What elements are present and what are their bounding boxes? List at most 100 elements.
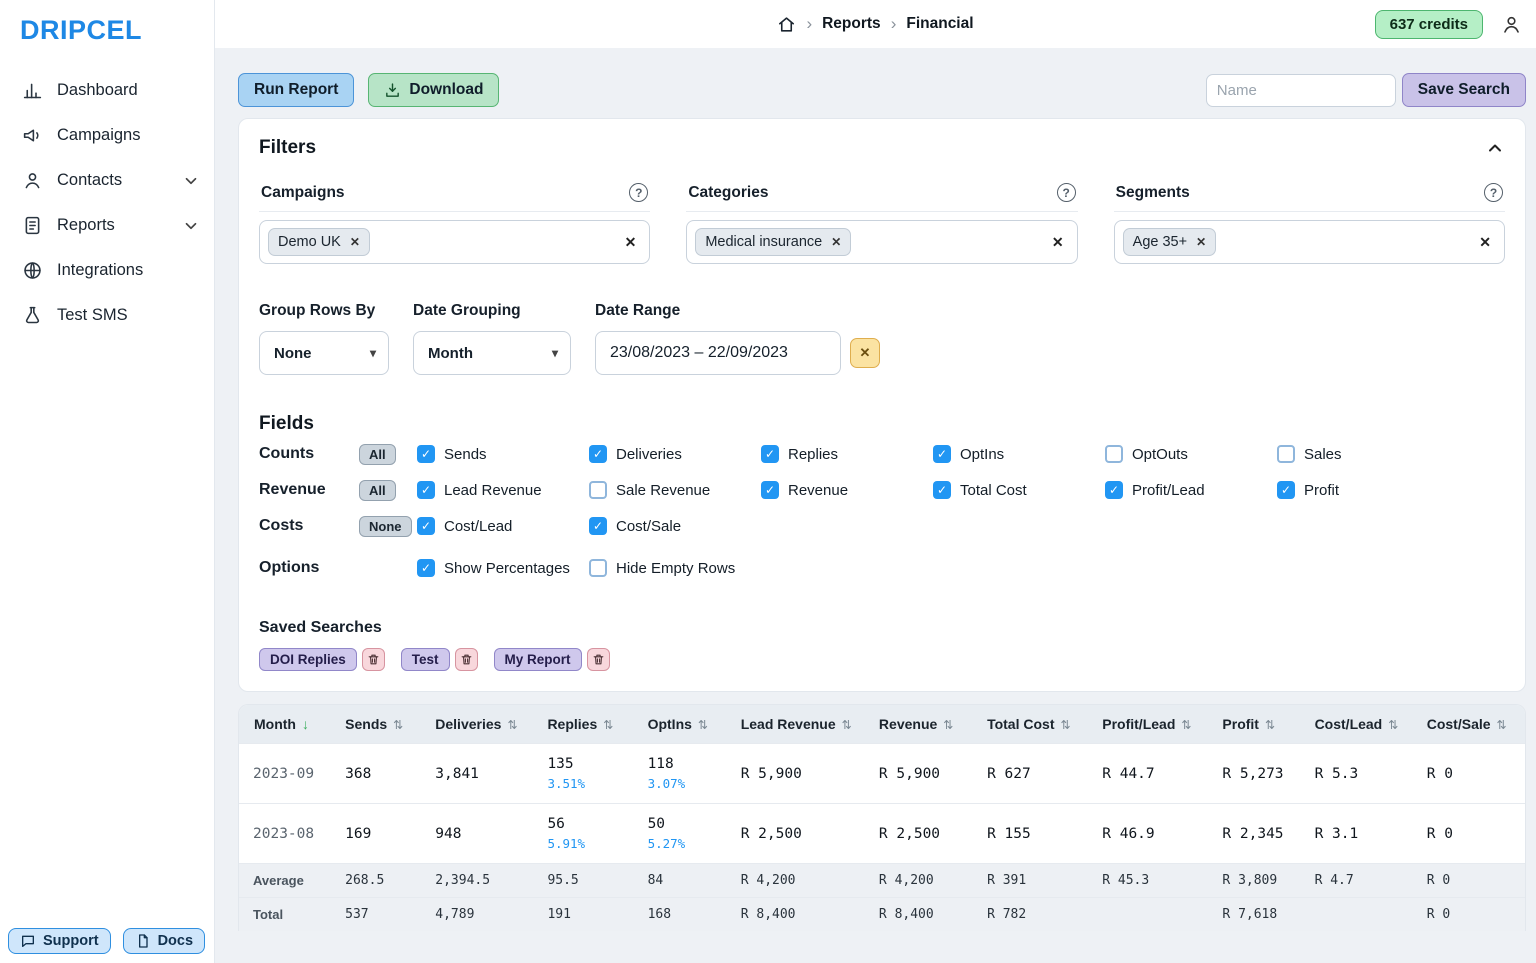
sidebar-item-label: Test SMS — [57, 306, 128, 324]
docs-button[interactable]: Docs — [122, 928, 206, 954]
checkbox-checked-icon: ✓ — [1105, 481, 1123, 499]
saved-search-my-report[interactable]: My Report — [493, 648, 582, 671]
clear-campaigns-icon[interactable]: ✕ — [624, 233, 637, 250]
sidebar-item-contacts[interactable]: Contacts — [0, 158, 214, 203]
column-header-optins[interactable]: OptIns ⇅ — [633, 705, 727, 744]
saved-search-doi-replies[interactable]: DOI Replies — [259, 648, 357, 671]
sidebar-item-reports[interactable]: Reports — [0, 203, 214, 248]
column-header-lead-revenue[interactable]: Lead Revenue ⇅ — [726, 705, 865, 744]
checkbox-lead-revenue[interactable]: ✓ Lead Revenue — [417, 481, 589, 499]
chevron-down-icon: ▾ — [551, 346, 558, 360]
group-rows-by-select[interactable]: None ▾ — [259, 331, 389, 375]
date-grouping-select[interactable]: Month ▾ — [413, 331, 571, 375]
sidebar: DRIPCEL Dashboard Campaigns Contacts Rep… — [0, 0, 215, 963]
categories-label: Categories — [688, 183, 769, 201]
categories-select[interactable]: Medical insurance ✕ ✕ — [686, 220, 1078, 264]
breadcrumb: › Reports › Financial — [777, 14, 974, 34]
column-header-profit-lead[interactable]: Profit/Lead ⇅ — [1088, 705, 1209, 744]
cell-month: 2023-08 — [239, 803, 332, 864]
checkbox-sends[interactable]: ✓ Sends — [417, 445, 589, 463]
checkbox-deliveries[interactable]: ✓ Deliveries — [589, 445, 761, 463]
column-header-deliveries[interactable]: Deliveries ⇅ — [421, 705, 534, 744]
checkbox-checked-icon: ✓ — [761, 481, 779, 499]
chip-remove-icon[interactable]: ✕ — [1196, 235, 1207, 249]
collapse-chevron-up-icon[interactable] — [1485, 138, 1505, 158]
filter-chip-medical-insurance[interactable]: Medical insurance ✕ — [695, 228, 852, 256]
topbar: › Reports › Financial 637 credits — [215, 0, 1536, 48]
campaigns-select[interactable]: Demo UK ✕ ✕ — [259, 220, 651, 264]
checkbox-replies[interactable]: ✓ Replies — [761, 445, 933, 463]
table-row-2023-08: 2023-08 169 948 56 5.91% 50 5.27% R 2,500 … — [239, 803, 1525, 864]
saved-searches-title: Saved Searches — [259, 619, 382, 636]
chip-remove-icon[interactable]: ✕ — [349, 235, 360, 249]
checkbox-hide-empty-rows[interactable]: Hide Empty Rows — [589, 559, 761, 577]
delete-saved-search-button[interactable] — [454, 648, 478, 671]
revenue-all-button[interactable]: All — [359, 479, 396, 501]
checkbox-optouts[interactable]: OptOuts — [1105, 445, 1277, 463]
file-icon — [138, 934, 148, 948]
column-header-profit[interactable]: Profit ⇅ — [1208, 705, 1301, 744]
filter-chip-demo-uk[interactable]: Demo UK ✕ — [268, 228, 370, 256]
column-header-total-cost[interactable]: Total Cost ⇅ — [973, 705, 1089, 744]
cell-total-cost: R 782 — [973, 897, 1089, 931]
download-button[interactable]: Download — [368, 73, 500, 107]
help-icon[interactable]: ? — [1056, 183, 1076, 202]
delete-saved-search-button[interactable] — [586, 648, 610, 671]
column-header-sends[interactable]: Sends ⇅ — [331, 705, 422, 744]
column-header-revenue[interactable]: Revenue ⇅ — [864, 705, 974, 744]
checkbox-checked-icon: ✓ — [417, 481, 435, 499]
clear-date-range-button[interactable]: ✕ — [850, 338, 880, 368]
checkbox-unchecked-icon — [1105, 445, 1123, 463]
checkbox-checked-icon: ✓ — [933, 445, 951, 463]
column-header-cost-sale[interactable]: Cost/Sale ⇅ — [1412, 705, 1525, 744]
column-header-month[interactable]: Month ↓ — [239, 705, 332, 744]
campaigns-label: Campaigns — [261, 183, 345, 201]
sort-desc-icon: ↓ — [301, 716, 309, 732]
checkbox-show-percentages[interactable]: ✓ Show Percentages — [417, 559, 589, 577]
checkbox-cost-sale[interactable]: ✓ Cost/Sale — [589, 517, 761, 535]
sidebar-item-campaigns[interactable]: Campaigns — [0, 113, 214, 158]
support-button[interactable]: Support — [8, 928, 111, 954]
sidebar-item-integrations[interactable]: Integrations — [0, 248, 214, 293]
breadcrumb-reports[interactable]: Reports — [822, 15, 881, 32]
trash-icon — [593, 654, 603, 665]
checkbox-sales[interactable]: Sales — [1277, 445, 1449, 463]
search-name-input[interactable] — [1205, 73, 1396, 107]
saved-search-test[interactable]: Test — [400, 648, 450, 671]
date-range-input[interactable] — [595, 331, 841, 375]
checkbox-sale-revenue[interactable]: Sale Revenue — [589, 481, 761, 499]
sidebar-item-dashboard[interactable]: Dashboard — [0, 68, 214, 113]
breadcrumb-financial[interactable]: Financial — [906, 15, 974, 32]
fields-row-costs: Costs None ✓ Cost/Lead ✓ Cost/Sale — [259, 509, 1505, 543]
cell-sends: 368 — [331, 743, 422, 804]
checkbox-profit[interactable]: ✓ Profit — [1277, 481, 1449, 499]
home-icon[interactable] — [777, 15, 796, 34]
cell-month: Average — [239, 863, 332, 898]
user-icon[interactable] — [1501, 14, 1522, 35]
sidebar-item-test-sms[interactable]: Test SMS — [0, 293, 214, 338]
clear-categories-icon[interactable]: ✕ — [1051, 233, 1064, 250]
counts-all-button[interactable]: All — [359, 443, 396, 465]
run-report-button[interactable]: Run Report — [238, 73, 355, 107]
delete-saved-search-button[interactable] — [361, 648, 385, 671]
download-icon — [386, 82, 400, 97]
checkbox-cost-lead[interactable]: ✓ Cost/Lead — [417, 517, 589, 535]
breadcrumb-separator: › — [806, 14, 813, 33]
checkbox-total-cost[interactable]: ✓ Total Cost — [933, 481, 1105, 499]
filter-group-categories: Categories ? Medical insurance ✕ ✕ — [686, 183, 1078, 264]
chip-remove-icon[interactable]: ✕ — [831, 235, 842, 249]
checkbox-profit-lead[interactable]: ✓ Profit/Lead — [1105, 481, 1277, 499]
app-logo[interactable]: DRIPCEL — [20, 15, 143, 45]
checkbox-revenue[interactable]: ✓ Revenue — [761, 481, 933, 499]
checkbox-optins[interactable]: ✓ OptIns — [933, 445, 1105, 463]
segments-select[interactable]: Age 35+ ✕ ✕ — [1113, 220, 1505, 264]
help-icon[interactable]: ? — [629, 183, 649, 202]
column-header-replies[interactable]: Replies ⇅ — [533, 705, 634, 744]
saved-searches-list: DOI Replies Test My Report — [259, 648, 1505, 671]
filter-chip-age-35[interactable]: Age 35+ ✕ — [1122, 228, 1217, 256]
save-search-button[interactable]: Save Search — [1401, 73, 1526, 107]
help-icon[interactable]: ? — [1483, 183, 1503, 202]
clear-segments-icon[interactable]: ✕ — [1479, 233, 1491, 250]
column-header-cost-lead[interactable]: Cost/Lead ⇅ — [1300, 705, 1413, 744]
costs-none-button[interactable]: None — [359, 515, 412, 537]
